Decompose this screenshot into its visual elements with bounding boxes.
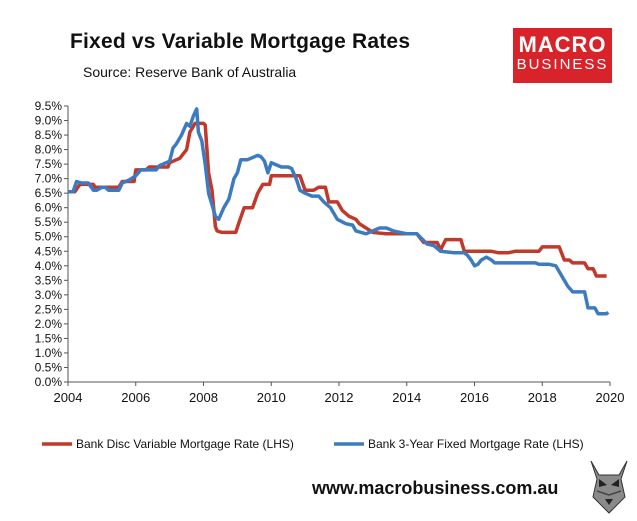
chart-subtitle: Source: Reserve Bank of Australia (83, 64, 297, 80)
x-tick-label: 2018 (528, 390, 557, 405)
y-tick-label: 8.0% (35, 143, 63, 157)
y-tick-label: 7.5% (35, 157, 63, 171)
y-tick-label: 9.5% (35, 99, 63, 113)
y-tick-label: 3.5% (35, 273, 63, 287)
y-tick-label: 1.0% (35, 346, 63, 360)
wolf-mascot-icon (590, 460, 628, 514)
y-tick-label: 2.0% (35, 317, 63, 331)
y-tick-label: 4.0% (35, 259, 63, 273)
chart-axes: 0.0%0.5%1.0%1.5%2.0%2.5%3.0%3.5%4.0%4.5%… (35, 99, 625, 405)
chart-series (68, 107, 610, 316)
y-tick-label: 5.5% (35, 215, 63, 229)
y-tick-label: 2.5% (35, 302, 63, 316)
x-tick-label: 2010 (257, 390, 286, 405)
x-tick-label: 2020 (596, 390, 625, 405)
logo-line-2: BUSINESS (516, 56, 609, 73)
x-tick-label: 2004 (54, 390, 83, 405)
y-tick-label: 6.0% (35, 201, 63, 215)
legend-label-fixed: Bank 3-Year Fixed Mortgage Rate (LHS) (368, 437, 584, 451)
y-tick-label: 6.5% (35, 186, 63, 200)
macrobusiness-logo: MACRO BUSINESS (513, 28, 612, 83)
y-tick-label: 4.5% (35, 244, 63, 258)
x-tick-label: 2014 (392, 390, 421, 405)
y-tick-label: 0.5% (35, 360, 63, 374)
y-tick-label: 8.5% (35, 128, 63, 142)
y-tick-label: 7.0% (35, 172, 63, 186)
y-tick-label: 9.0% (35, 114, 63, 128)
logo-line-1: MACRO (518, 32, 607, 57)
variable-rate-line (68, 121, 607, 278)
chart-title: Fixed vs Variable Mortgage Rates (70, 30, 411, 53)
website-url: www.macrobusiness.com.au (312, 478, 559, 498)
x-tick-label: 2008 (189, 390, 218, 405)
legend-label-variable: Bank Disc Variable Mortgage Rate (LHS) (76, 437, 294, 451)
x-tick-label: 2016 (460, 390, 489, 405)
y-tick-label: 0.0% (35, 375, 63, 389)
x-tick-label: 2006 (121, 390, 150, 405)
fixed-rate-line (68, 107, 610, 316)
x-tick-label: 2012 (325, 390, 354, 405)
y-tick-label: 3.0% (35, 288, 63, 302)
y-tick-label: 1.5% (35, 331, 63, 345)
y-tick-label: 5.0% (35, 230, 63, 244)
chart-legend: Bank Disc Variable Mortgage Rate (LHS) Ba… (42, 437, 584, 451)
